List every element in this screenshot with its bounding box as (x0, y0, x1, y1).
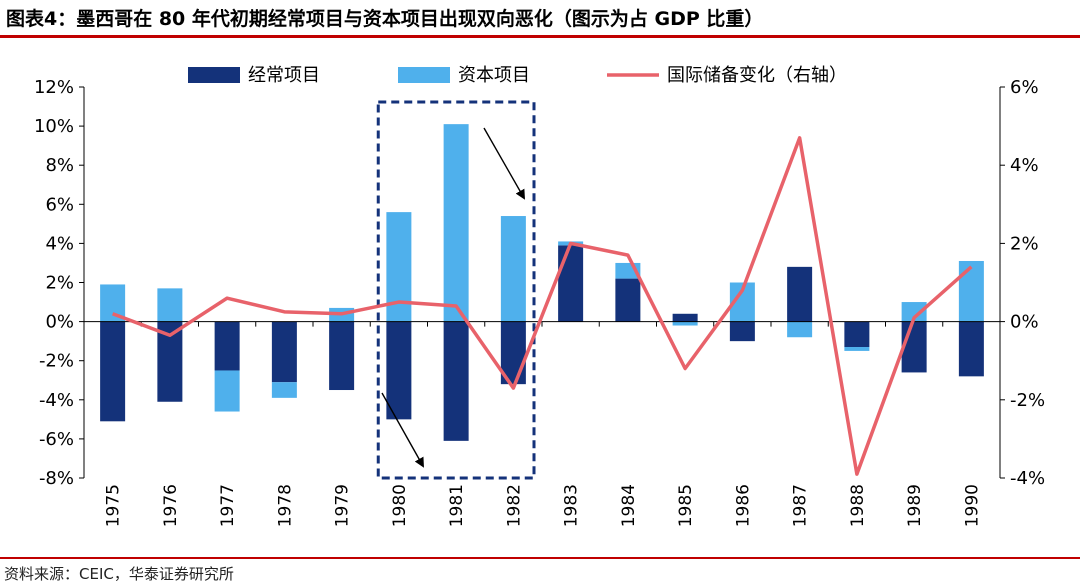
current-account-bar (214, 321, 240, 371)
x-tick-label: 1979 (333, 484, 353, 527)
x-tick-label: 1977 (218, 484, 238, 527)
right-tick-label: 4% (1010, 155, 1039, 176)
source-note: 资料来源：CEIC，华泰证券研究所 (4, 565, 234, 583)
current-account-bar (271, 321, 297, 383)
legend-capital-account-swatch (398, 67, 450, 83)
x-tick-label: 1978 (275, 484, 295, 527)
left-tick-label: 12% (34, 77, 74, 98)
left-tick-label: -4% (39, 390, 74, 411)
current-account-bar (844, 321, 870, 348)
x-tick-label: 1981 (447, 484, 467, 527)
x-tick-label: 1980 (390, 484, 410, 527)
x-tick-label: 1984 (619, 484, 639, 527)
current-account-bar (386, 321, 412, 420)
capital-account-bar (958, 260, 984, 322)
left-tick-label: 4% (45, 233, 74, 254)
current-account-bar (672, 313, 698, 322)
current-account-bar (787, 266, 813, 322)
arrow-down-left (381, 392, 424, 468)
x-tick-label: 1988 (848, 484, 868, 527)
current-account-bar (443, 321, 469, 441)
right-tick-label: -2% (1010, 390, 1045, 411)
x-tick-label: 1990 (962, 484, 982, 527)
chart: -8% -6% -4% -2% 0% 2% 4% 6% 8% 10% 12% -4% -2% 0% 2% 4%… (34, 65, 1045, 527)
left-tick-label: 0% (45, 312, 74, 333)
legend-capital-account-label: 资本项目 (458, 65, 530, 86)
legend-reserves-label: 国际储备变化（右轴） (667, 65, 847, 86)
legend-current-account-label: 经常项目 (248, 65, 320, 86)
x-tick-label: 1983 (562, 484, 582, 527)
left-tick-label: -8% (39, 468, 74, 489)
left-tick-label: 8% (45, 155, 74, 176)
left-tick-label: 2% (45, 273, 74, 294)
x-tick-label: 1989 (905, 484, 925, 527)
figure-title: 图表4：墨西哥在 80 年代初期经常项目与资本项目出现双向恶化（图示为占 GDP… (6, 8, 764, 30)
capital-account-bar (901, 302, 927, 322)
x-tick-label: 1985 (676, 484, 696, 527)
x-tick-label: 1987 (791, 484, 811, 527)
legend-capital-account: 资本项目 (398, 65, 530, 86)
title-rule (0, 35, 1080, 38)
x-tick-label: 1976 (161, 484, 181, 527)
current-account-bar (100, 321, 126, 422)
capital-account-bar (443, 124, 469, 322)
current-account-bar (615, 278, 641, 322)
left-tick-label: 10% (34, 116, 74, 137)
highlight-box (376, 100, 536, 480)
capital-account-bar (157, 288, 183, 322)
capital-account-bar (271, 382, 297, 398)
reserves-line (112, 136, 973, 476)
current-account-bar (958, 321, 984, 377)
arrow-down-right (483, 127, 525, 200)
footer-rule (0, 557, 1080, 559)
current-account-bar (729, 321, 755, 342)
right-tick-label: 0% (1010, 312, 1039, 333)
capital-account-bar (672, 321, 698, 326)
legend-reserves: 国际储备变化（右轴） (607, 65, 847, 86)
right-tick-label: 2% (1010, 233, 1039, 254)
x-tick-label: 1982 (504, 484, 524, 527)
legend-current-account: 经常项目 (188, 65, 320, 86)
current-account-bar (329, 321, 355, 391)
legend-current-account-swatch (188, 67, 240, 83)
left-tick-label: -2% (39, 351, 74, 372)
current-account-bar (901, 321, 927, 373)
right-tick-label: -4% (1010, 468, 1045, 489)
left-tick-label: 6% (45, 194, 74, 215)
capital-account-bar (787, 321, 813, 338)
left-tick-label: -6% (39, 429, 74, 450)
capital-account-bar (844, 347, 870, 351)
capital-account-bar (500, 216, 526, 322)
x-tick-label: 1986 (733, 484, 753, 527)
x-tick-label: 1975 (104, 484, 124, 527)
current-account-bar (558, 245, 584, 322)
right-tick-label: 6% (1010, 77, 1039, 98)
capital-account-bar (214, 370, 240, 412)
